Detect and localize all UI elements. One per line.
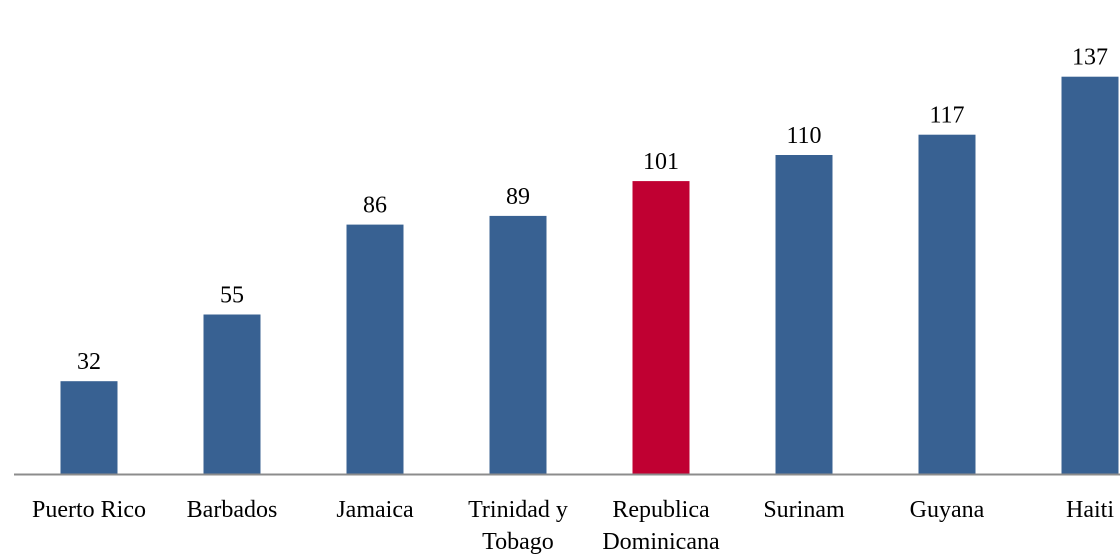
category-label-1: Barbados [187,497,278,523]
bar-5 [775,155,833,474]
bar-3 [489,215,547,474]
category-label-4-line-0: Republica [612,497,710,523]
bar-1 [203,314,261,474]
bar-7 [1061,76,1119,474]
category-label-5: Surinam [763,497,845,523]
bar-4 [632,181,690,474]
bar-2 [346,224,404,474]
value-label-3: 89 [506,184,530,210]
value-label-6: 117 [929,103,964,129]
value-label-2: 86 [363,193,387,219]
category-labels-group: Puerto Rico Barbados Jamaica Trinidad y Toba… [32,497,1114,554]
category-label-7: Haiti [1066,497,1114,523]
value-labels-group: 32 55 86 89 101 110 117 137 [77,45,1108,376]
value-label-0: 32 [77,349,101,375]
category-label-3-line-1: Tobago [482,529,554,554]
category-label-3-line-0: Trinidad y [468,497,568,523]
bars-group [60,76,1119,474]
value-label-4: 101 [643,149,679,175]
value-label-1: 55 [220,283,244,309]
category-label-0: Puerto Rico [32,497,146,523]
category-label-6: Guyana [910,497,985,523]
bar-0 [60,381,118,474]
bar-6 [918,134,976,474]
category-label-2: Jamaica [336,497,414,523]
category-label-4-line-1: Dominicana [602,529,720,554]
value-label-7: 137 [1072,45,1108,71]
value-label-5: 110 [786,123,821,149]
